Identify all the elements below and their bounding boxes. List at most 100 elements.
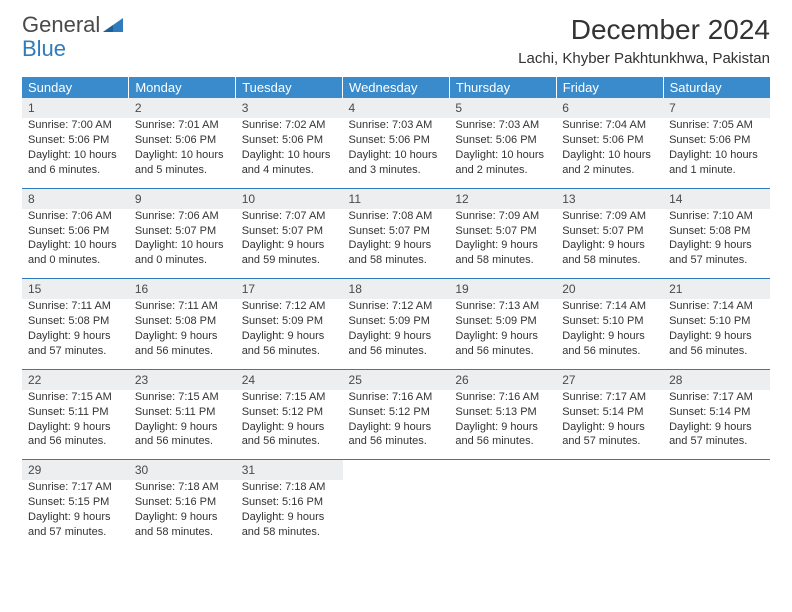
daylight1-text: Daylight: 9 hours	[562, 420, 657, 435]
sunset-text: Sunset: 5:16 PM	[135, 495, 230, 510]
sunrise-text: Sunrise: 7:15 AM	[135, 390, 230, 405]
day-data-cell: Sunrise: 7:17 AMSunset: 5:15 PMDaylight:…	[22, 480, 129, 549]
sunset-text: Sunset: 5:11 PM	[135, 405, 230, 420]
daylight2-text: and 56 minutes.	[455, 434, 550, 449]
sunset-text: Sunset: 5:06 PM	[669, 133, 764, 148]
day-data-cell: Sunrise: 7:01 AMSunset: 5:06 PMDaylight:…	[129, 118, 236, 188]
day-data-cell: Sunrise: 7:04 AMSunset: 5:06 PMDaylight:…	[556, 118, 663, 188]
sunrise-text: Sunrise: 7:14 AM	[669, 299, 764, 314]
daylight1-text: Daylight: 9 hours	[242, 420, 337, 435]
day-number-row: 22232425262728	[22, 369, 770, 390]
day-data-cell: Sunrise: 7:14 AMSunset: 5:10 PMDaylight:…	[556, 299, 663, 369]
daylight1-text: Daylight: 10 hours	[349, 148, 444, 163]
weekday-header: Wednesday	[343, 77, 450, 98]
title-block: December 2024 Lachi, Khyber Pakhtunkhwa,…	[518, 14, 770, 67]
day-data-cell	[343, 480, 450, 549]
daylight2-text: and 1 minute.	[669, 163, 764, 178]
sunset-text: Sunset: 5:06 PM	[349, 133, 444, 148]
sunset-text: Sunset: 5:08 PM	[28, 314, 123, 329]
day-data-cell	[556, 480, 663, 549]
sunrise-text: Sunrise: 7:03 AM	[349, 118, 444, 133]
day-data-cell: Sunrise: 7:15 AMSunset: 5:11 PMDaylight:…	[22, 390, 129, 460]
daylight2-text: and 56 minutes.	[135, 344, 230, 359]
sunset-text: Sunset: 5:07 PM	[455, 224, 550, 239]
sunset-text: Sunset: 5:15 PM	[28, 495, 123, 510]
daylight2-text: and 56 minutes.	[135, 434, 230, 449]
sunrise-text: Sunrise: 7:06 AM	[28, 209, 123, 224]
sunset-text: Sunset: 5:16 PM	[242, 495, 337, 510]
daylight2-text: and 4 minutes.	[242, 163, 337, 178]
sunrise-text: Sunrise: 7:18 AM	[242, 480, 337, 495]
weekday-header-row: Sunday Monday Tuesday Wednesday Thursday…	[22, 77, 770, 98]
day-number-cell: 6	[556, 98, 663, 118]
sunset-text: Sunset: 5:06 PM	[135, 133, 230, 148]
day-data-row: Sunrise: 7:06 AMSunset: 5:06 PMDaylight:…	[22, 209, 770, 279]
daylight1-text: Daylight: 9 hours	[135, 420, 230, 435]
daylight2-text: and 3 minutes.	[349, 163, 444, 178]
sunrise-text: Sunrise: 7:11 AM	[28, 299, 123, 314]
sunrise-text: Sunrise: 7:03 AM	[455, 118, 550, 133]
daylight1-text: Daylight: 9 hours	[28, 329, 123, 344]
day-number-cell	[556, 460, 663, 481]
day-data-cell: Sunrise: 7:18 AMSunset: 5:16 PMDaylight:…	[129, 480, 236, 549]
location-text: Lachi, Khyber Pakhtunkhwa, Pakistan	[518, 50, 770, 67]
sunset-text: Sunset: 5:13 PM	[455, 405, 550, 420]
daylight2-text: and 56 minutes.	[242, 344, 337, 359]
day-data-cell: Sunrise: 7:16 AMSunset: 5:12 PMDaylight:…	[343, 390, 450, 460]
sunrise-text: Sunrise: 7:12 AM	[349, 299, 444, 314]
brand-logo: General	[22, 14, 123, 36]
daylight2-text: and 58 minutes.	[349, 253, 444, 268]
day-number-cell: 13	[556, 188, 663, 209]
daylight2-text: and 58 minutes.	[242, 525, 337, 540]
daylight2-text: and 57 minutes.	[669, 253, 764, 268]
sunset-text: Sunset: 5:14 PM	[562, 405, 657, 420]
day-data-cell: Sunrise: 7:10 AMSunset: 5:08 PMDaylight:…	[663, 209, 770, 279]
day-number-cell: 5	[449, 98, 556, 118]
daylight1-text: Daylight: 9 hours	[455, 329, 550, 344]
daylight2-text: and 2 minutes.	[455, 163, 550, 178]
day-number-cell: 7	[663, 98, 770, 118]
daylight1-text: Daylight: 9 hours	[349, 238, 444, 253]
daylight2-text: and 2 minutes.	[562, 163, 657, 178]
day-data-cell: Sunrise: 7:12 AMSunset: 5:09 PMDaylight:…	[236, 299, 343, 369]
day-number-cell: 17	[236, 279, 343, 300]
daylight2-text: and 56 minutes.	[669, 344, 764, 359]
daylight2-text: and 58 minutes.	[135, 525, 230, 540]
sunrise-text: Sunrise: 7:17 AM	[562, 390, 657, 405]
sunset-text: Sunset: 5:10 PM	[669, 314, 764, 329]
sunset-text: Sunset: 5:09 PM	[242, 314, 337, 329]
sunrise-text: Sunrise: 7:15 AM	[242, 390, 337, 405]
day-number-cell: 21	[663, 279, 770, 300]
daylight2-text: and 56 minutes.	[349, 344, 444, 359]
daylight1-text: Daylight: 9 hours	[669, 238, 764, 253]
daylight2-text: and 56 minutes.	[28, 434, 123, 449]
day-number-cell: 8	[22, 188, 129, 209]
daylight1-text: Daylight: 9 hours	[242, 329, 337, 344]
day-data-cell: Sunrise: 7:15 AMSunset: 5:11 PMDaylight:…	[129, 390, 236, 460]
weekday-header: Sunday	[22, 77, 129, 98]
day-data-row: Sunrise: 7:17 AMSunset: 5:15 PMDaylight:…	[22, 480, 770, 549]
sunset-text: Sunset: 5:07 PM	[242, 224, 337, 239]
sunset-text: Sunset: 5:06 PM	[455, 133, 550, 148]
day-number-cell: 11	[343, 188, 450, 209]
day-number-row: 15161718192021	[22, 279, 770, 300]
sunrise-text: Sunrise: 7:00 AM	[28, 118, 123, 133]
day-number-cell: 1	[22, 98, 129, 118]
day-data-cell: Sunrise: 7:02 AMSunset: 5:06 PMDaylight:…	[236, 118, 343, 188]
sunset-text: Sunset: 5:10 PM	[562, 314, 657, 329]
day-number-cell: 20	[556, 279, 663, 300]
sunrise-text: Sunrise: 7:13 AM	[455, 299, 550, 314]
sunrise-text: Sunrise: 7:09 AM	[562, 209, 657, 224]
day-number-cell: 12	[449, 188, 556, 209]
header: General December 2024 Lachi, Khyber Pakh…	[22, 14, 770, 67]
sunset-text: Sunset: 5:09 PM	[349, 314, 444, 329]
day-number-cell	[449, 460, 556, 481]
day-number-cell: 9	[129, 188, 236, 209]
daylight1-text: Daylight: 10 hours	[135, 148, 230, 163]
daylight2-text: and 58 minutes.	[455, 253, 550, 268]
sunrise-text: Sunrise: 7:08 AM	[349, 209, 444, 224]
brand-text-1: General	[22, 14, 100, 36]
day-number-cell: 30	[129, 460, 236, 481]
daylight1-text: Daylight: 9 hours	[562, 329, 657, 344]
day-data-cell: Sunrise: 7:17 AMSunset: 5:14 PMDaylight:…	[663, 390, 770, 460]
